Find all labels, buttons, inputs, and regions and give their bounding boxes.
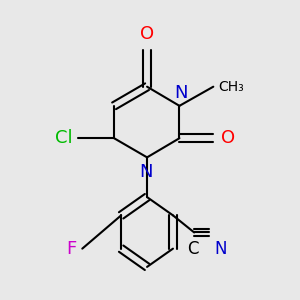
Text: CH₃: CH₃ (219, 80, 244, 94)
Text: O: O (140, 25, 154, 43)
Text: N: N (139, 163, 152, 181)
Text: Cl: Cl (55, 129, 73, 147)
Text: C: C (187, 240, 198, 258)
Text: N: N (174, 84, 188, 102)
Text: O: O (221, 129, 235, 147)
Text: N: N (214, 240, 227, 258)
Text: F: F (67, 240, 77, 258)
